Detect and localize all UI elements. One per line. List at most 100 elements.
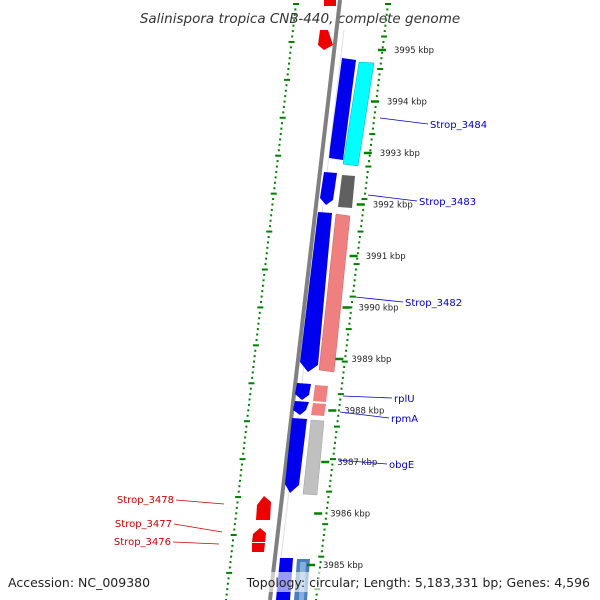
gc-dot xyxy=(228,566,231,569)
gc-dash xyxy=(341,360,348,363)
gc-dot xyxy=(242,452,245,455)
gc-dot xyxy=(236,501,239,504)
gc-dot xyxy=(345,349,348,352)
gc-dot xyxy=(339,398,342,401)
gc-dot xyxy=(251,376,254,379)
gc-dot xyxy=(348,322,351,325)
gc-dot xyxy=(333,447,336,450)
gc-dot xyxy=(232,539,234,542)
gc-dot xyxy=(282,111,285,114)
gc-dash xyxy=(333,425,340,428)
gc-dot xyxy=(381,46,384,49)
footer-backdrop xyxy=(258,572,600,592)
gc-dash xyxy=(357,230,364,233)
gc-dot xyxy=(226,582,229,585)
gc-dash xyxy=(257,306,264,309)
kbp-tick-label: 3989 kbp xyxy=(351,355,391,365)
gc-dot xyxy=(283,100,286,103)
gc-dot xyxy=(381,51,384,54)
gene-label-rpma[interactable]: rpmA xyxy=(391,414,418,425)
gc-dot xyxy=(289,51,292,54)
gc-dot xyxy=(258,311,261,314)
gc-dot xyxy=(334,436,337,439)
cds-rplu xyxy=(295,383,311,400)
gene-strop-3476 xyxy=(252,543,265,552)
gc-dot xyxy=(253,355,256,358)
gc-dot xyxy=(326,506,329,509)
gc-dot xyxy=(266,246,269,249)
kbp-tick-label: 3987 kbp xyxy=(337,458,377,468)
gc-dot xyxy=(267,235,270,238)
feature-obge xyxy=(302,419,325,496)
gc-dot xyxy=(270,208,273,211)
gene-label-strop-3482[interactable]: Strop_3482 xyxy=(405,298,462,309)
gc-dot xyxy=(368,160,371,163)
label-leaders xyxy=(172,117,429,545)
gc-dot xyxy=(239,474,242,477)
gc-dot xyxy=(349,311,352,314)
gc-dot xyxy=(264,263,267,266)
gc-dot xyxy=(358,235,361,238)
gc-dot xyxy=(370,138,373,141)
gc-dot xyxy=(330,468,333,471)
gc-dot xyxy=(379,62,382,65)
gc-dash xyxy=(261,268,268,271)
gene-label-strop-3476[interactable]: Strop_3476 xyxy=(114,537,171,548)
kbp-tick-label: 3990 kbp xyxy=(359,304,399,314)
gene-label-obge[interactable]: obgE xyxy=(389,460,414,471)
gc-dot xyxy=(277,149,280,152)
gc-dot xyxy=(263,273,266,276)
gc-dot xyxy=(372,122,375,125)
gc-dot xyxy=(293,19,296,22)
gc-dot xyxy=(244,431,247,434)
gc-dot xyxy=(257,322,260,325)
gene-label-strop-3478[interactable]: Strop_3478 xyxy=(117,495,174,506)
gene-label-strop-3483[interactable]: Strop_3483 xyxy=(419,197,476,208)
gc-dash xyxy=(288,40,295,43)
gc-dot xyxy=(347,333,350,336)
gc-dash xyxy=(239,458,246,461)
gc-dot xyxy=(231,544,234,547)
gc-dot xyxy=(288,62,290,65)
gc-dot xyxy=(344,355,347,358)
gc-dot xyxy=(269,219,272,222)
gc-dash xyxy=(345,328,352,331)
gc-dash xyxy=(326,490,333,493)
gc-dot xyxy=(360,225,363,228)
kbp-tick-label: 3995 kbp xyxy=(394,46,434,56)
gc-dot xyxy=(371,127,374,130)
gc-dot xyxy=(326,501,329,504)
gc-dot xyxy=(252,366,255,369)
gc-dot xyxy=(276,160,279,163)
map-title: Salinispora tropica CNB-440, complete ge… xyxy=(140,11,460,27)
gc-dot xyxy=(289,46,292,49)
gene-label-strop-3484[interactable]: Strop_3484 xyxy=(430,120,487,131)
kbp-tick-label: 3991 kbp xyxy=(366,252,406,262)
gc-dot xyxy=(270,214,273,217)
gc-dash xyxy=(279,116,286,119)
gc-dot xyxy=(261,284,264,287)
gc-dash xyxy=(369,133,376,136)
gc-dot xyxy=(286,73,289,76)
gene-label-strop-3477[interactable]: Strop_3477 xyxy=(115,519,172,530)
gc-dot xyxy=(272,198,275,201)
gc-dot xyxy=(358,241,361,244)
kbp-tick-label: 3985 kbp xyxy=(323,561,363,571)
gc-dot xyxy=(285,84,288,87)
gc-dot xyxy=(235,512,238,515)
gc-dot xyxy=(378,73,381,76)
gc-dot xyxy=(337,409,340,412)
gc-dot xyxy=(383,30,386,33)
gene-label-rplu[interactable]: rplU xyxy=(394,394,415,405)
gc-dot xyxy=(318,566,321,569)
gc-dot xyxy=(256,333,259,336)
gc-dot xyxy=(351,301,353,303)
gc-dot xyxy=(237,490,240,493)
gc-dot xyxy=(368,154,371,157)
gc-dot xyxy=(337,414,340,417)
kbp-tick-label: 3986 kbp xyxy=(330,510,370,520)
gc-dot xyxy=(287,68,290,71)
gc-dot xyxy=(271,203,274,206)
gc-dot xyxy=(235,506,238,509)
gc-dash xyxy=(385,3,391,5)
